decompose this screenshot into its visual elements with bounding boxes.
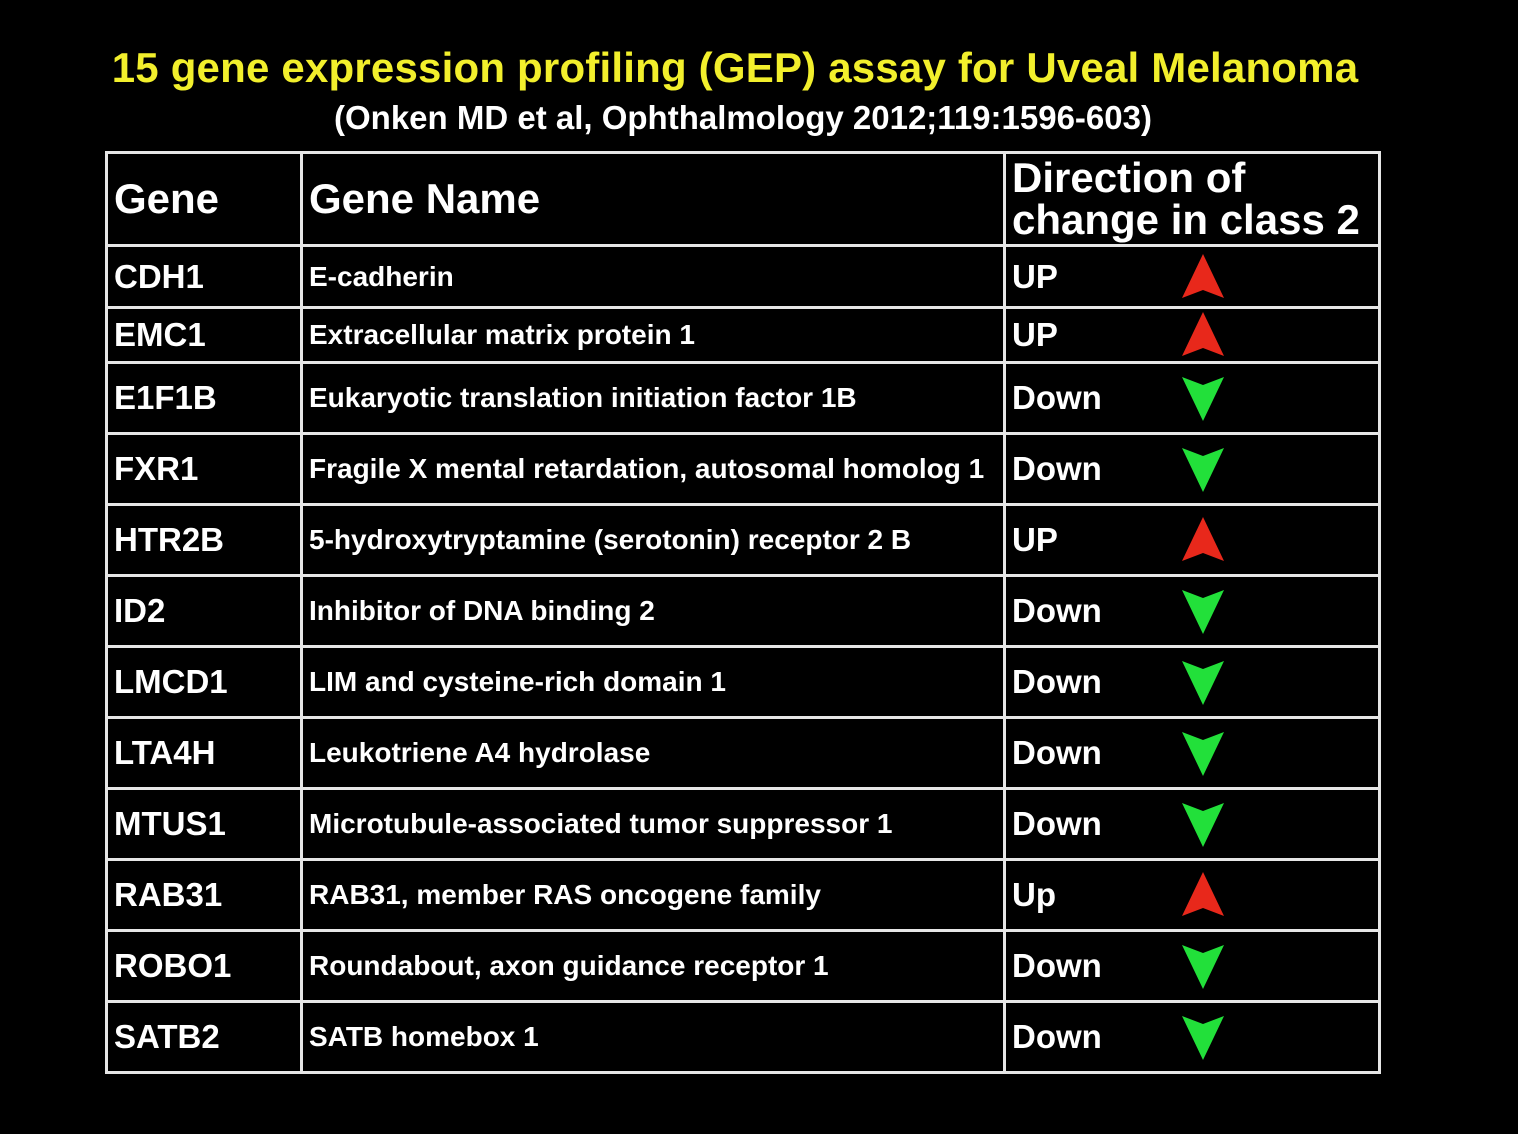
- direction-cell: Down: [1003, 716, 1381, 790]
- direction-label: Down: [1012, 734, 1102, 771]
- direction-cell: Down: [1003, 929, 1381, 1003]
- gene-symbol: LTA4H: [105, 716, 303, 790]
- direction-label: Down: [1012, 592, 1102, 629]
- direction-cell: Down: [1003, 432, 1381, 506]
- down-arrow-icon: [1182, 661, 1224, 705]
- table-row: RAB31 RAB31, member RAS oncogene family …: [105, 858, 1381, 932]
- table-row: CDH1 E-cadherin UP: [105, 244, 1381, 309]
- up-arrow-icon: [1182, 312, 1224, 356]
- gene-name: E-cadherin: [300, 244, 1006, 309]
- direction-cell: Down: [1003, 645, 1381, 719]
- gene-name: Eukaryotic translation initiation factor…: [300, 361, 1006, 435]
- table-header-row: Gene Gene Name Direction of change in cl…: [105, 151, 1381, 247]
- table-row: E1F1B Eukaryotic translation initiation …: [105, 361, 1381, 435]
- up-arrow-icon: [1182, 872, 1224, 916]
- gene-symbol: E1F1B: [105, 361, 303, 435]
- direction-cell: Down: [1003, 574, 1381, 648]
- gene-symbol: EMC1: [105, 306, 303, 364]
- direction-label: Down: [1012, 450, 1102, 487]
- table-row: SATB2 SATB homebox 1 Down: [105, 1000, 1381, 1074]
- gene-table: Gene Gene Name Direction of change in cl…: [105, 151, 1381, 1074]
- table-row: FXR1 Fragile X mental retardation, autos…: [105, 432, 1381, 506]
- direction-cell: UP: [1003, 306, 1381, 364]
- gene-name: LIM and cysteine-rich domain 1: [300, 645, 1006, 719]
- direction-label: Down: [1012, 663, 1102, 700]
- gene-name: Roundabout, axon guidance receptor 1: [300, 929, 1006, 1003]
- down-arrow-icon: [1182, 448, 1224, 492]
- table-row: EMC1 Extracellular matrix protein 1 UP: [105, 306, 1381, 364]
- down-arrow-icon: [1182, 1016, 1224, 1060]
- up-arrow-icon: [1182, 517, 1224, 561]
- gene-symbol: ID2: [105, 574, 303, 648]
- gene-name: Inhibitor of DNA binding 2: [300, 574, 1006, 648]
- gene-name: Leukotriene A4 hydrolase: [300, 716, 1006, 790]
- down-arrow-icon: [1182, 590, 1224, 634]
- page-title: 15 gene expression profiling (GEP) assay…: [111, 44, 1359, 91]
- gene-symbol: FXR1: [105, 432, 303, 506]
- table-row: ID2 Inhibitor of DNA binding 2 Down: [105, 574, 1381, 648]
- gene-name: Microtubule-associated tumor suppressor …: [300, 787, 1006, 861]
- gene-name: Fragile X mental retardation, autosomal …: [300, 432, 1006, 506]
- gene-name: 5-hydroxytryptamine (serotonin) receptor…: [300, 503, 1006, 577]
- gene-symbol: MTUS1: [105, 787, 303, 861]
- direction-label: Up: [1012, 876, 1056, 913]
- direction-label: Down: [1012, 805, 1102, 842]
- gene-symbol: RAB31: [105, 858, 303, 932]
- up-arrow-icon: [1182, 253, 1224, 298]
- down-arrow-icon: [1182, 732, 1224, 776]
- direction-cell: Down: [1003, 787, 1381, 861]
- gene-symbol: LMCD1: [105, 645, 303, 719]
- direction-label: UP: [1012, 257, 1058, 295]
- table-row: MTUS1 Microtubule-associated tumor suppr…: [105, 787, 1381, 861]
- header-gene: Gene: [105, 151, 303, 247]
- gene-symbol: CDH1: [105, 244, 303, 309]
- gene-symbol: SATB2: [105, 1000, 303, 1074]
- gene-symbol: ROBO1: [105, 929, 303, 1003]
- direction-label: UP: [1012, 521, 1058, 558]
- header-direction: Direction of change in class 2: [1003, 151, 1381, 247]
- table-row: ROBO1 Roundabout, axon guidance receptor…: [105, 929, 1381, 1003]
- direction-label: Down: [1012, 379, 1102, 416]
- table-row: LMCD1 LIM and cysteine-rich domain 1 Dow…: [105, 645, 1381, 719]
- header-gene-name: Gene Name: [300, 151, 1006, 247]
- gene-name: Extracellular matrix protein 1: [300, 306, 1006, 364]
- direction-cell: Up: [1003, 858, 1381, 932]
- direction-label: UP: [1012, 316, 1058, 353]
- citation-subtitle: (Onken MD et al, Ophthalmology 2012;119:…: [334, 99, 1152, 136]
- down-arrow-icon: [1182, 803, 1224, 847]
- direction-label: Down: [1012, 1018, 1102, 1055]
- down-arrow-icon: [1182, 377, 1224, 421]
- gene-name: RAB31, member RAS oncogene family: [300, 858, 1006, 932]
- direction-cell: Down: [1003, 1000, 1381, 1074]
- gene-symbol: HTR2B: [105, 503, 303, 577]
- direction-label: Down: [1012, 947, 1102, 984]
- direction-cell: Down: [1003, 361, 1381, 435]
- table-row: HTR2B 5-hydroxytryptamine (serotonin) re…: [105, 503, 1381, 577]
- direction-cell: UP: [1003, 503, 1381, 577]
- down-arrow-icon: [1182, 945, 1224, 989]
- gene-name: SATB homebox 1: [300, 1000, 1006, 1074]
- direction-cell: UP: [1003, 244, 1381, 309]
- table-row: LTA4H Leukotriene A4 hydrolase Down: [105, 716, 1381, 790]
